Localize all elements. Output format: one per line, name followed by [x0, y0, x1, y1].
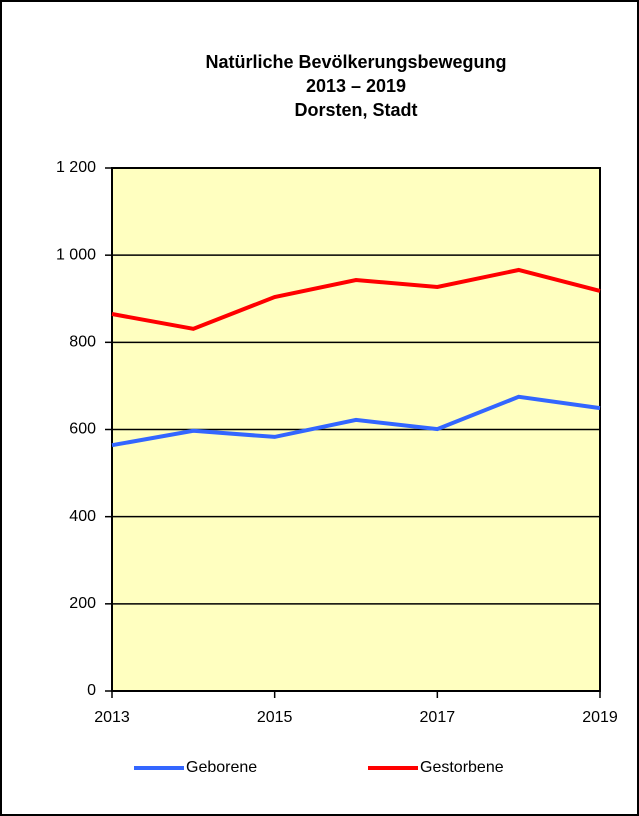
series-line — [111, 267, 601, 331]
series-line — [111, 394, 601, 448]
y-tick-label: 600 — [69, 421, 96, 438]
y-tick-label: 0 — [87, 682, 96, 699]
chart-title: Natürliche Bevölkerungsbewegung — [205, 52, 506, 72]
chart-title: 2013 – 2019 — [306, 76, 406, 96]
x-tick-label: 2019 — [582, 709, 618, 726]
x-tick-label: 2017 — [420, 709, 456, 726]
y-tick-label: 1 000 — [56, 246, 96, 263]
x-tick-label: 2013 — [94, 709, 130, 726]
plot-border — [111, 167, 601, 692]
y-tick-label: 200 — [69, 595, 96, 612]
chart-title: Dorsten, Stadt — [294, 100, 417, 120]
y-tick-label: 400 — [69, 508, 96, 525]
x-tick-label: 2015 — [257, 709, 293, 726]
y-tick-label: 800 — [69, 334, 96, 351]
y-tick-label: 1 200 — [56, 159, 96, 176]
legend-label: Geborene — [186, 759, 257, 776]
legend-label: Gestorbene — [420, 759, 504, 776]
